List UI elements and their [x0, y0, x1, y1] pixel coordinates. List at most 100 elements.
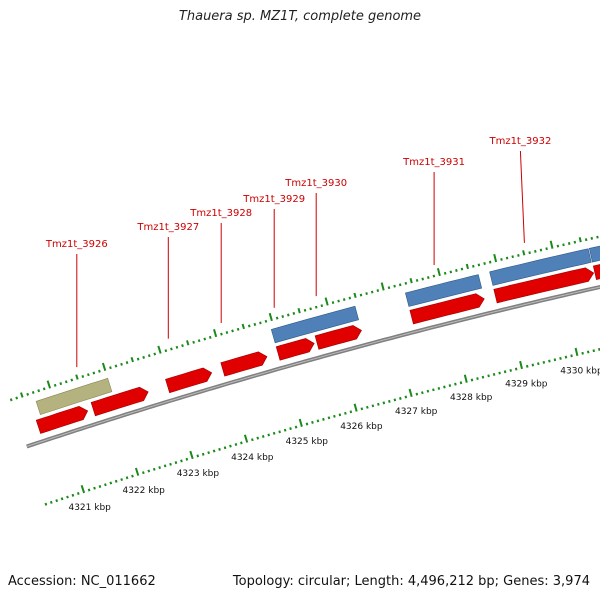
ruler-tick: [519, 360, 523, 370]
ruler-tick: [283, 428, 287, 432]
ruler-tick: [421, 391, 424, 395]
ruler-tick: [212, 449, 216, 453]
ruler-tick: [382, 401, 386, 405]
upper-tick: [164, 349, 168, 353]
ruler-tick: [476, 377, 479, 381]
feature-rna-unnamed-12: [588, 245, 600, 263]
gene-label-leader: [519, 150, 525, 243]
ruler-tick: [548, 359, 551, 363]
ruler-tick: [344, 411, 347, 415]
ruler-tick: [581, 351, 584, 355]
ruler-tick: [272, 431, 276, 435]
upper-tick: [465, 263, 469, 270]
upper-tick: [432, 274, 436, 278]
upper-tick: [42, 387, 46, 391]
upper-tick: [562, 243, 565, 247]
upper-tick: [37, 389, 41, 393]
ruler-tick: [298, 418, 303, 427]
upper-tick: [241, 323, 245, 330]
upper-tick: [534, 249, 537, 253]
ruler-tick: [104, 483, 107, 487]
upper-tick: [303, 308, 307, 312]
feature-other-tmz1t_3926-0: [35, 377, 113, 415]
upper-tick: [109, 366, 112, 370]
upper-tick: [584, 238, 588, 242]
upper-tick: [225, 331, 229, 334]
upper-tick: [455, 269, 458, 272]
ruler-tick: [223, 446, 227, 450]
gene-label-tmz1t_3930: Tmz1t_3930: [284, 178, 347, 189]
upper-tick: [287, 313, 290, 317]
ruler-tick: [125, 476, 129, 480]
ruler-tick: [60, 497, 64, 501]
genome-stats-text: Topology: circular; Length: 4,496,212 bp…: [232, 574, 590, 589]
ruler-tick: [267, 433, 270, 437]
ruler-tick: [459, 381, 463, 385]
feature-rna-tmz1t_3932-10: [489, 248, 592, 286]
ruler-tick: [570, 354, 573, 358]
ruler-tick: [537, 362, 540, 366]
upper-tick: [59, 382, 63, 386]
upper-tick: [101, 362, 107, 371]
ruler-tick: [278, 430, 281, 434]
ruler-tick: [426, 389, 430, 393]
feature-rna-tmz1t_3929-6: [270, 305, 359, 344]
upper-tick: [370, 290, 374, 294]
ruler-tick: [443, 385, 446, 389]
upper-tick: [297, 307, 301, 314]
ruler-tick: [152, 467, 156, 471]
upper-tick: [376, 289, 380, 293]
upper-tick: [31, 390, 35, 395]
upper-tick: [46, 380, 52, 389]
upper-tick: [309, 307, 312, 311]
feature-cds-tmz1t_3931-9: [409, 293, 485, 325]
upper-tick: [231, 329, 234, 333]
ruler-tick: [180, 459, 183, 463]
upper-tick: [15, 396, 19, 400]
upper-tick: [353, 292, 357, 299]
ruler-tick: [87, 488, 91, 492]
upper-tick: [398, 283, 402, 287]
upper-tick: [53, 383, 57, 387]
upper-tick: [64, 380, 68, 384]
ruler-tick: [366, 405, 369, 409]
upper-tick: [449, 270, 453, 274]
ruler-tick: [487, 374, 490, 378]
upper-tick: [549, 240, 554, 249]
upper-tick: [92, 371, 96, 375]
upper-tick: [404, 281, 408, 285]
ruler-tick: [388, 399, 391, 403]
ruler-tick: [564, 355, 568, 359]
feature-cds-tmz1t_3929-5: [275, 338, 315, 361]
ruler-tick: [163, 464, 167, 468]
upper-tick: [331, 301, 335, 305]
upper-tick: [348, 296, 352, 300]
upper-tick: [596, 235, 599, 239]
ruler-tick: [333, 414, 336, 418]
feature-rna-tmz1t_3931-8: [405, 274, 483, 307]
upper-tick: [528, 251, 531, 255]
ruler-tick: [481, 375, 485, 379]
upper-tick: [236, 327, 240, 331]
upper-tick: [70, 378, 74, 382]
upper-tick: [87, 373, 90, 377]
ruler-tick: [574, 347, 579, 357]
ruler-tick: [349, 410, 353, 414]
ruler-tick: [542, 360, 546, 364]
ruler-tick: [147, 469, 151, 473]
ruler-tick: [371, 404, 375, 408]
upper-tick: [20, 392, 24, 398]
ruler-tick: [201, 452, 205, 456]
accession-text: Accession: NC_011662: [8, 574, 156, 589]
ruler-label: 4329 kbp: [505, 379, 548, 389]
upper-tick: [259, 321, 262, 325]
ruler-tick: [592, 349, 595, 353]
upper-tick: [314, 305, 318, 309]
ruler-tick: [49, 500, 53, 504]
ruler-tick: [393, 398, 397, 402]
upper-tick: [197, 339, 201, 343]
upper-tick: [81, 374, 85, 379]
ruler-tick: [120, 478, 123, 481]
upper-tick: [75, 374, 79, 380]
